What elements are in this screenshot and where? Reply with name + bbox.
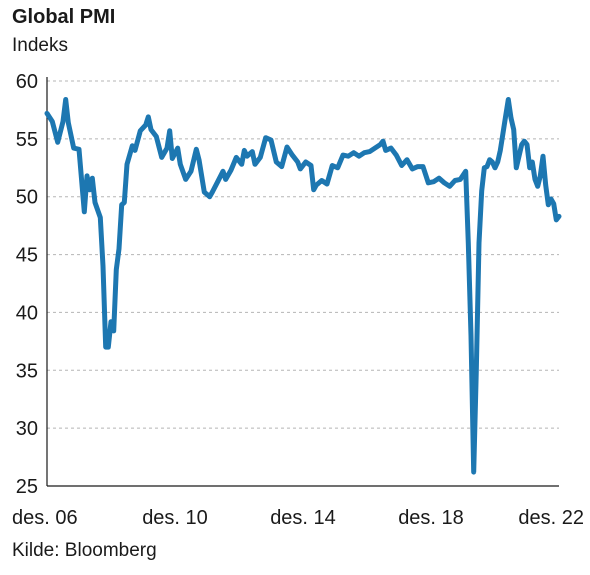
chart-title: Global PMI [12, 6, 116, 28]
x-tick-label-4: des. 22 [518, 507, 584, 529]
y-tick-label-25: 25 [16, 476, 38, 498]
x-tick-labels: des. 06 des. 10 des. 14 des. 18 des. 22 [12, 507, 584, 529]
y-tick-labels: 25 30 35 40 45 50 55 60 [16, 71, 38, 498]
x-tick-label-2: des. 14 [270, 507, 336, 529]
y-tick-label-30: 30 [16, 418, 38, 440]
y-tick-label-40: 40 [16, 302, 38, 324]
source-note: Kilde: Bloomberg [12, 540, 157, 561]
y-tick-label-50: 50 [16, 187, 38, 209]
series-lines [44, 97, 562, 475]
x-tick-label-1: des. 10 [142, 507, 208, 529]
y-tick-label-45: 45 [16, 245, 38, 267]
grid-lines [47, 80, 559, 429]
series-line-0 [44, 97, 562, 475]
y-tick-label-35: 35 [16, 360, 38, 382]
y-axis-unit-label: Indeks [12, 35, 68, 56]
y-tick-label-60: 60 [16, 71, 38, 93]
axes [46, 77, 559, 487]
x-tick-label-0: des. 06 [12, 507, 78, 529]
x-tick-label-3: des. 18 [398, 507, 464, 529]
y-tick-label-55: 55 [16, 129, 38, 151]
